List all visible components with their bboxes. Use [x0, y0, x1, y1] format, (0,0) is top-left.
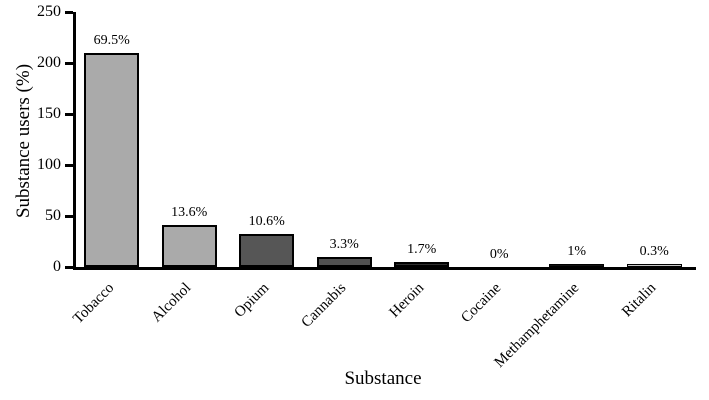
bar-opium: [239, 234, 295, 267]
y-tick-label-50: 50: [45, 207, 61, 224]
y-tick-mark-200: [65, 62, 73, 65]
bar-cannabis: [316, 257, 372, 267]
y-tick-label-100: 100: [37, 156, 61, 173]
y-tick-label-0: 0: [53, 258, 61, 275]
bar-value-label-heroin: 1.7%: [407, 242, 437, 257]
y-tick-mark-50: [65, 215, 73, 218]
bar-value-label-cannabis: 3.3%: [329, 237, 359, 252]
bar-heroin: [394, 262, 450, 267]
bar-value-label-opium: 10.6%: [248, 214, 285, 229]
y-tick-mark-100: [65, 164, 73, 167]
bar-tobacco: [84, 53, 140, 267]
bar-value-label-tobacco: 69.5%: [93, 33, 130, 48]
bar-value-label-cocaine: 0%: [489, 247, 509, 262]
x-axis-title: Substance: [344, 368, 422, 389]
y-tick-label-150: 150: [37, 105, 61, 122]
y-tick-mark-0: [65, 266, 73, 269]
y-tick-mark-250: [65, 11, 73, 14]
bar-methamphetamine: [549, 264, 605, 267]
bar-value-label-ritalin: 0.3%: [639, 244, 669, 259]
y-tick-label-200: 200: [37, 54, 61, 71]
plot-area: [73, 12, 696, 270]
bar-ritalin: [626, 264, 682, 267]
bar-alcohol: [161, 225, 217, 267]
y-tick-label-250: 250: [37, 3, 61, 20]
bar-value-label-alcohol: 13.6%: [171, 205, 208, 220]
bar-value-label-methamphetamine: 1%: [567, 244, 587, 259]
y-tick-mark-150: [65, 113, 73, 116]
